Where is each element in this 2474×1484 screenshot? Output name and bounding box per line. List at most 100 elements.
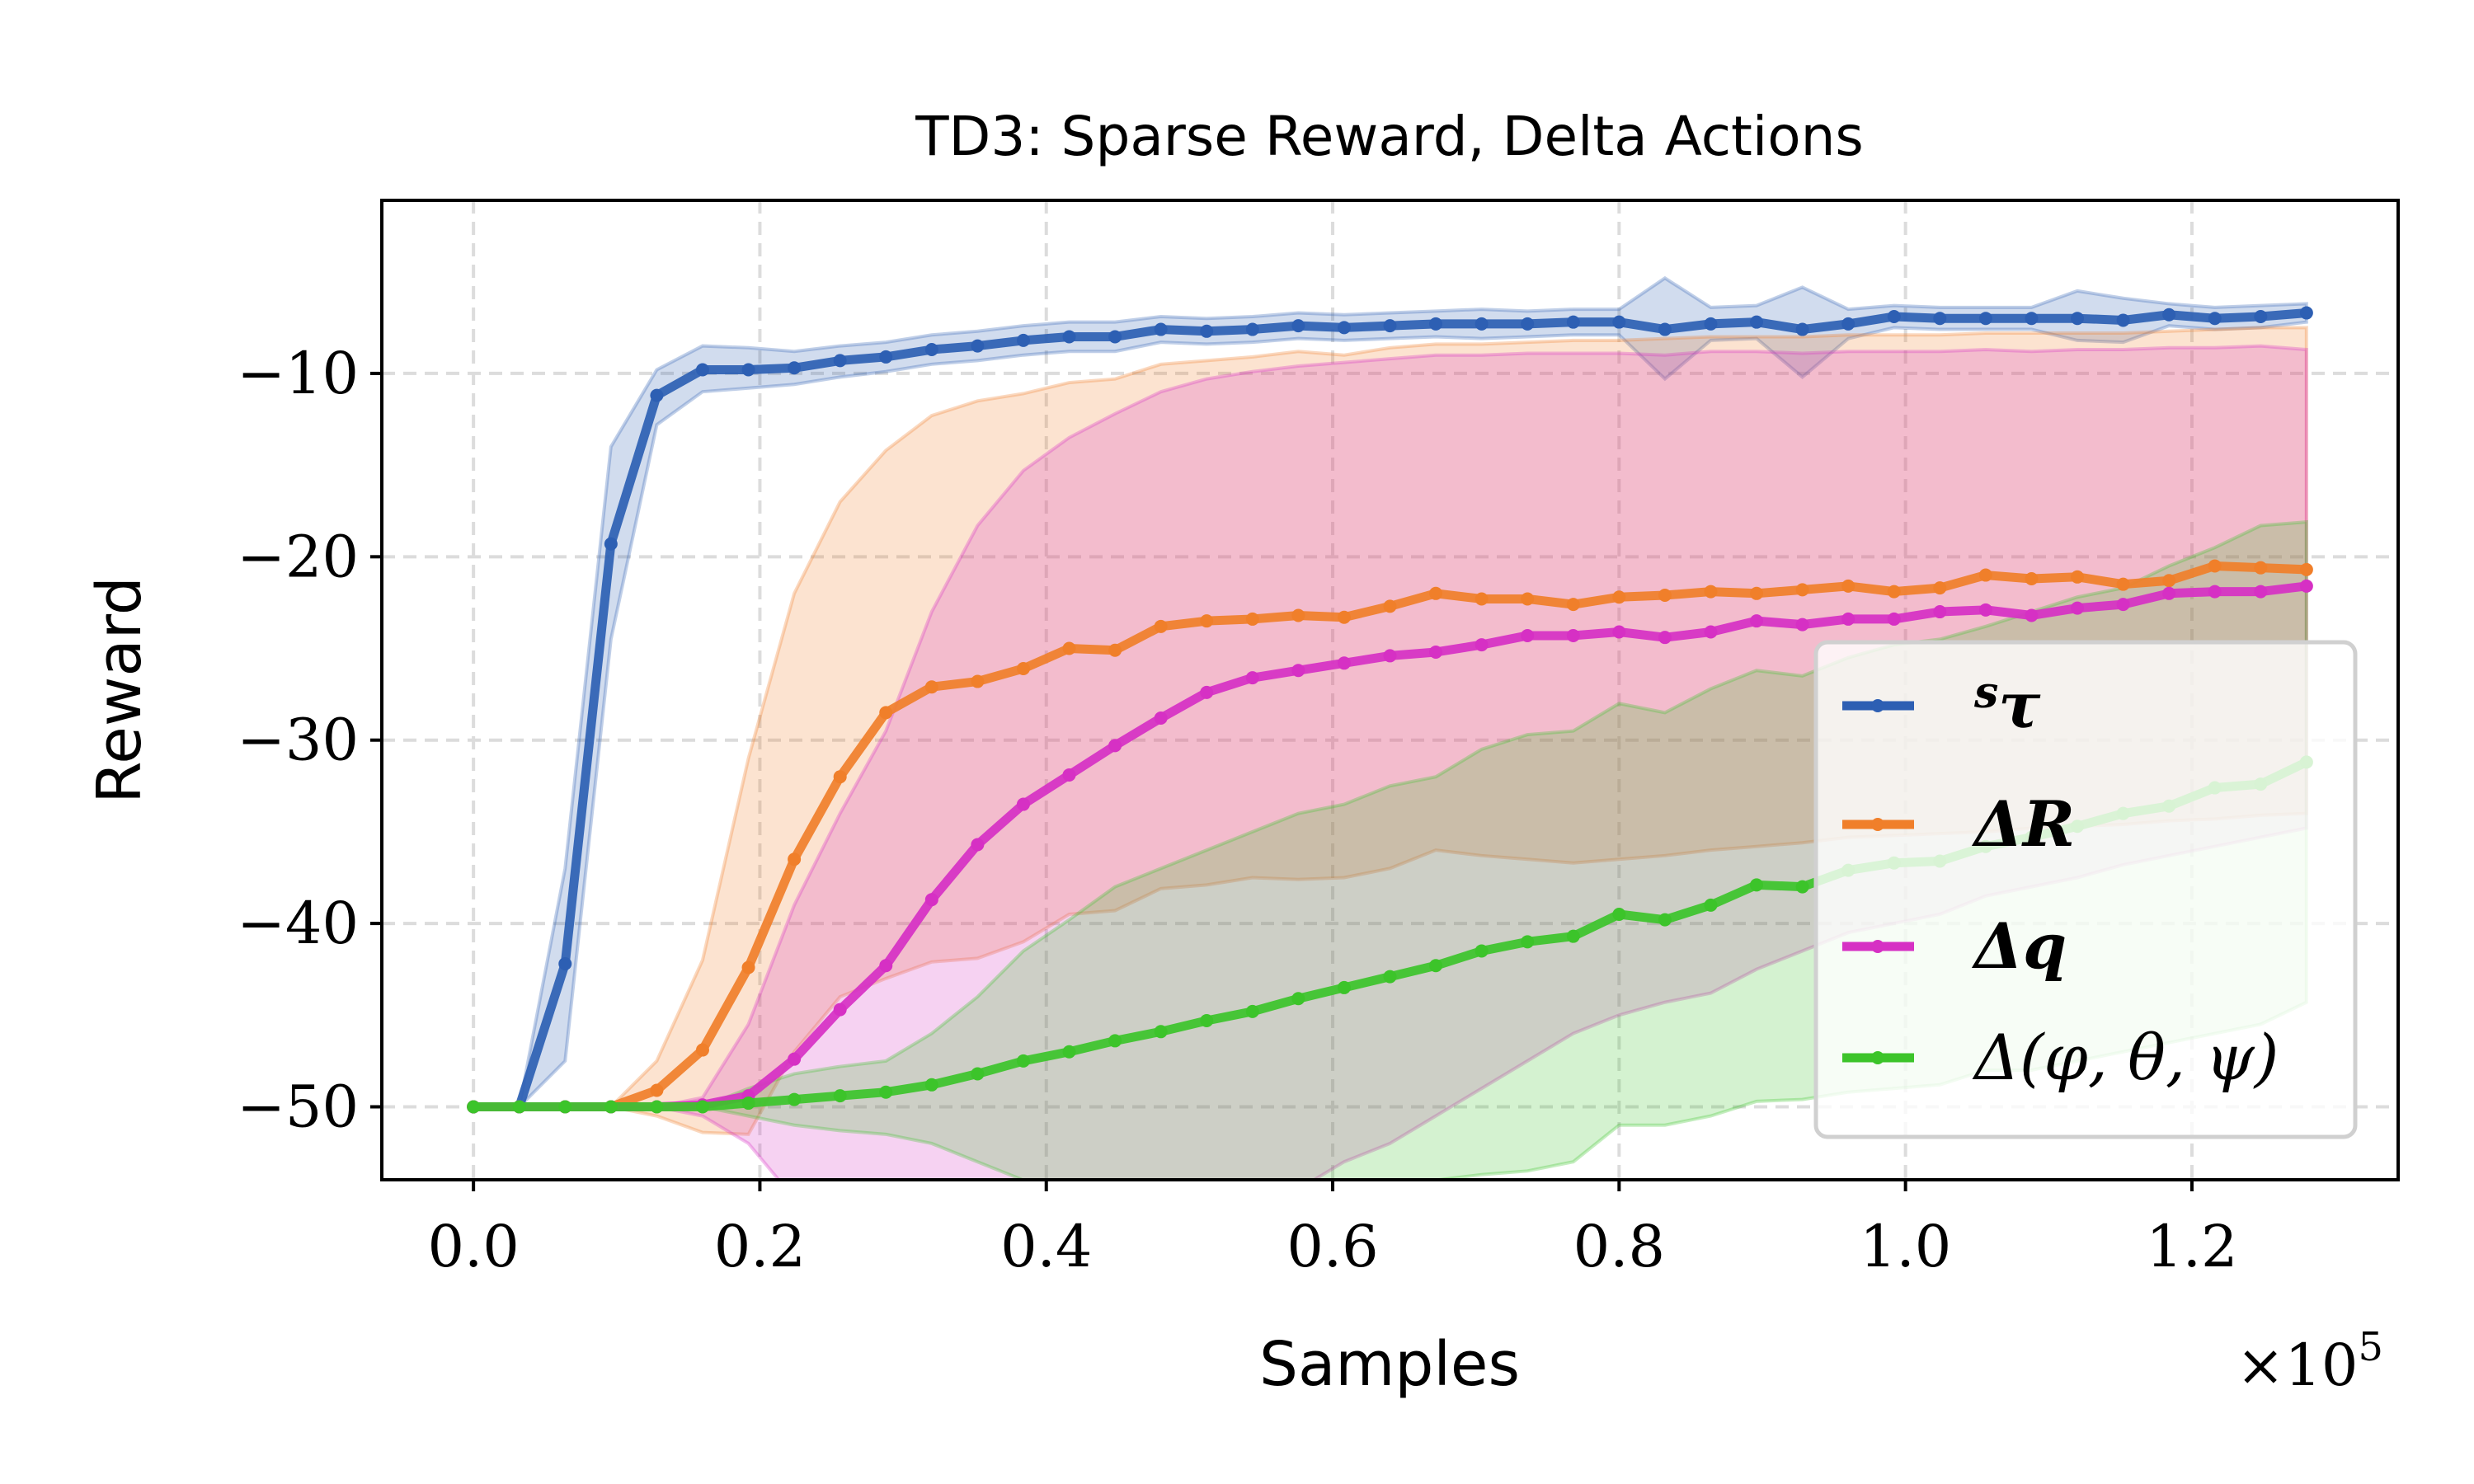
point-series-1 (2162, 574, 2176, 588)
legend: sτ ΔR Δq Δ(φ, θ, ψ) (1813, 640, 2358, 1139)
point-series-2 (1658, 631, 1672, 645)
point-series-2 (1154, 711, 1168, 726)
point-series-3 (558, 1100, 572, 1114)
point-series-0 (741, 363, 755, 377)
point-series-0 (1429, 317, 1443, 331)
chart-title: TD3: Sparse Reward, Delta Actions (915, 105, 1864, 168)
point-series-3 (1612, 907, 1626, 921)
point-series-2 (2162, 586, 2176, 600)
y-tick-label: −20 (237, 523, 359, 590)
point-series-1 (1521, 592, 1535, 606)
point-series-1 (1016, 661, 1030, 675)
point-series-1 (1887, 585, 1901, 599)
point-series-2 (1200, 685, 1214, 699)
plot-frame (380, 199, 2400, 1181)
point-series-3 (1108, 1034, 1122, 1048)
point-series-0 (1887, 309, 1901, 323)
point-series-0 (788, 361, 802, 375)
point-series-1 (879, 706, 893, 720)
point-series-3 (1154, 1025, 1168, 1039)
point-series-2 (1887, 612, 1901, 626)
point-series-3 (1016, 1054, 1030, 1068)
legend-marker-1 (1871, 818, 1884, 831)
point-series-1 (1383, 599, 1397, 613)
point-series-1 (1245, 612, 1259, 626)
point-series-1 (2025, 572, 2039, 586)
point-series-2 (2025, 608, 2039, 622)
point-series-1 (1154, 619, 1168, 633)
ticks: 0.0 0.2 0.4 0.6 0.8 1.0 1.2 −10 −20 −30 −40 −50 (237, 340, 2237, 1280)
point-series-3 (1795, 880, 1809, 894)
point-series-2 (1245, 671, 1259, 685)
point-series-0 (2208, 312, 2222, 326)
point-series-3 (741, 1097, 755, 1111)
point-series-3 (1521, 935, 1535, 949)
point-series-0 (1475, 317, 1489, 331)
point-series-2 (2254, 585, 2268, 599)
point-series-2 (924, 893, 938, 907)
point-series-0 (1200, 324, 1214, 338)
point-series-0 (1978, 312, 1992, 326)
point-series-2 (1521, 628, 1535, 642)
point-series-0 (1933, 312, 1947, 326)
point-series-1 (2208, 559, 2222, 573)
point-series-0 (1658, 322, 1672, 336)
point-series-0 (558, 957, 572, 971)
point-series-0 (695, 363, 709, 377)
point-series-3 (879, 1085, 893, 1099)
point-series-0 (604, 537, 618, 551)
point-series-1 (2254, 561, 2268, 575)
legend-marker-2 (1871, 940, 1884, 953)
point-series-2 (1062, 768, 1076, 782)
legend-marker-3 (1871, 1051, 1884, 1064)
point-series-1 (1200, 614, 1214, 628)
point-series-3 (1291, 992, 1305, 1006)
x-tick-label: 0.8 (1573, 1213, 1665, 1280)
point-series-2 (1108, 739, 1122, 753)
point-series-3 (1200, 1013, 1214, 1027)
point-series-3 (1383, 970, 1397, 984)
point-series-1 (1108, 643, 1122, 657)
y-tick-label: −30 (237, 707, 359, 774)
point-series-1 (1841, 579, 1856, 593)
point-series-0 (1154, 322, 1168, 336)
point-series-1 (1475, 592, 1489, 606)
point-series-2 (2116, 598, 2130, 612)
point-series-1 (833, 770, 847, 784)
point-series-1 (2116, 577, 2130, 591)
point-series-1 (741, 960, 755, 974)
point-series-2 (788, 1052, 802, 1066)
point-series-0 (1291, 319, 1305, 333)
point-series-1 (2299, 562, 2313, 576)
point-series-2 (1612, 625, 1626, 639)
point-series-0 (833, 354, 847, 368)
point-series-3 (695, 1100, 709, 1114)
point-series-1 (1658, 589, 1672, 603)
point-series-2 (833, 1003, 847, 1017)
point-series-0 (879, 350, 893, 364)
point-series-0 (1566, 315, 1580, 329)
point-series-2 (1841, 612, 1856, 626)
point-series-2 (2299, 579, 2313, 593)
point-series-0 (2025, 312, 2039, 326)
point-series-2 (1429, 645, 1443, 659)
point-series-0 (1062, 330, 1076, 344)
legend-label-3: Δ(φ, θ, ψ) (1972, 1021, 2279, 1094)
point-series-2 (2071, 601, 2085, 615)
point-series-1 (1566, 598, 1580, 612)
point-series-1 (1429, 586, 1443, 600)
point-series-1 (1337, 610, 1351, 624)
point-series-3 (833, 1089, 847, 1103)
point-series-3 (650, 1100, 664, 1114)
point-series-2 (1978, 603, 1992, 617)
x-tick-label: 0.6 (1286, 1213, 1378, 1280)
y-tick-label: −50 (237, 1073, 359, 1140)
point-series-1 (1933, 581, 1947, 595)
point-series-3 (512, 1100, 526, 1114)
point-series-1 (1612, 590, 1626, 604)
point-series-0 (1704, 317, 1718, 331)
x-tick-label: 0.0 (427, 1213, 519, 1280)
point-series-2 (1383, 649, 1397, 663)
point-series-0 (1016, 333, 1030, 347)
point-series-2 (879, 959, 893, 973)
